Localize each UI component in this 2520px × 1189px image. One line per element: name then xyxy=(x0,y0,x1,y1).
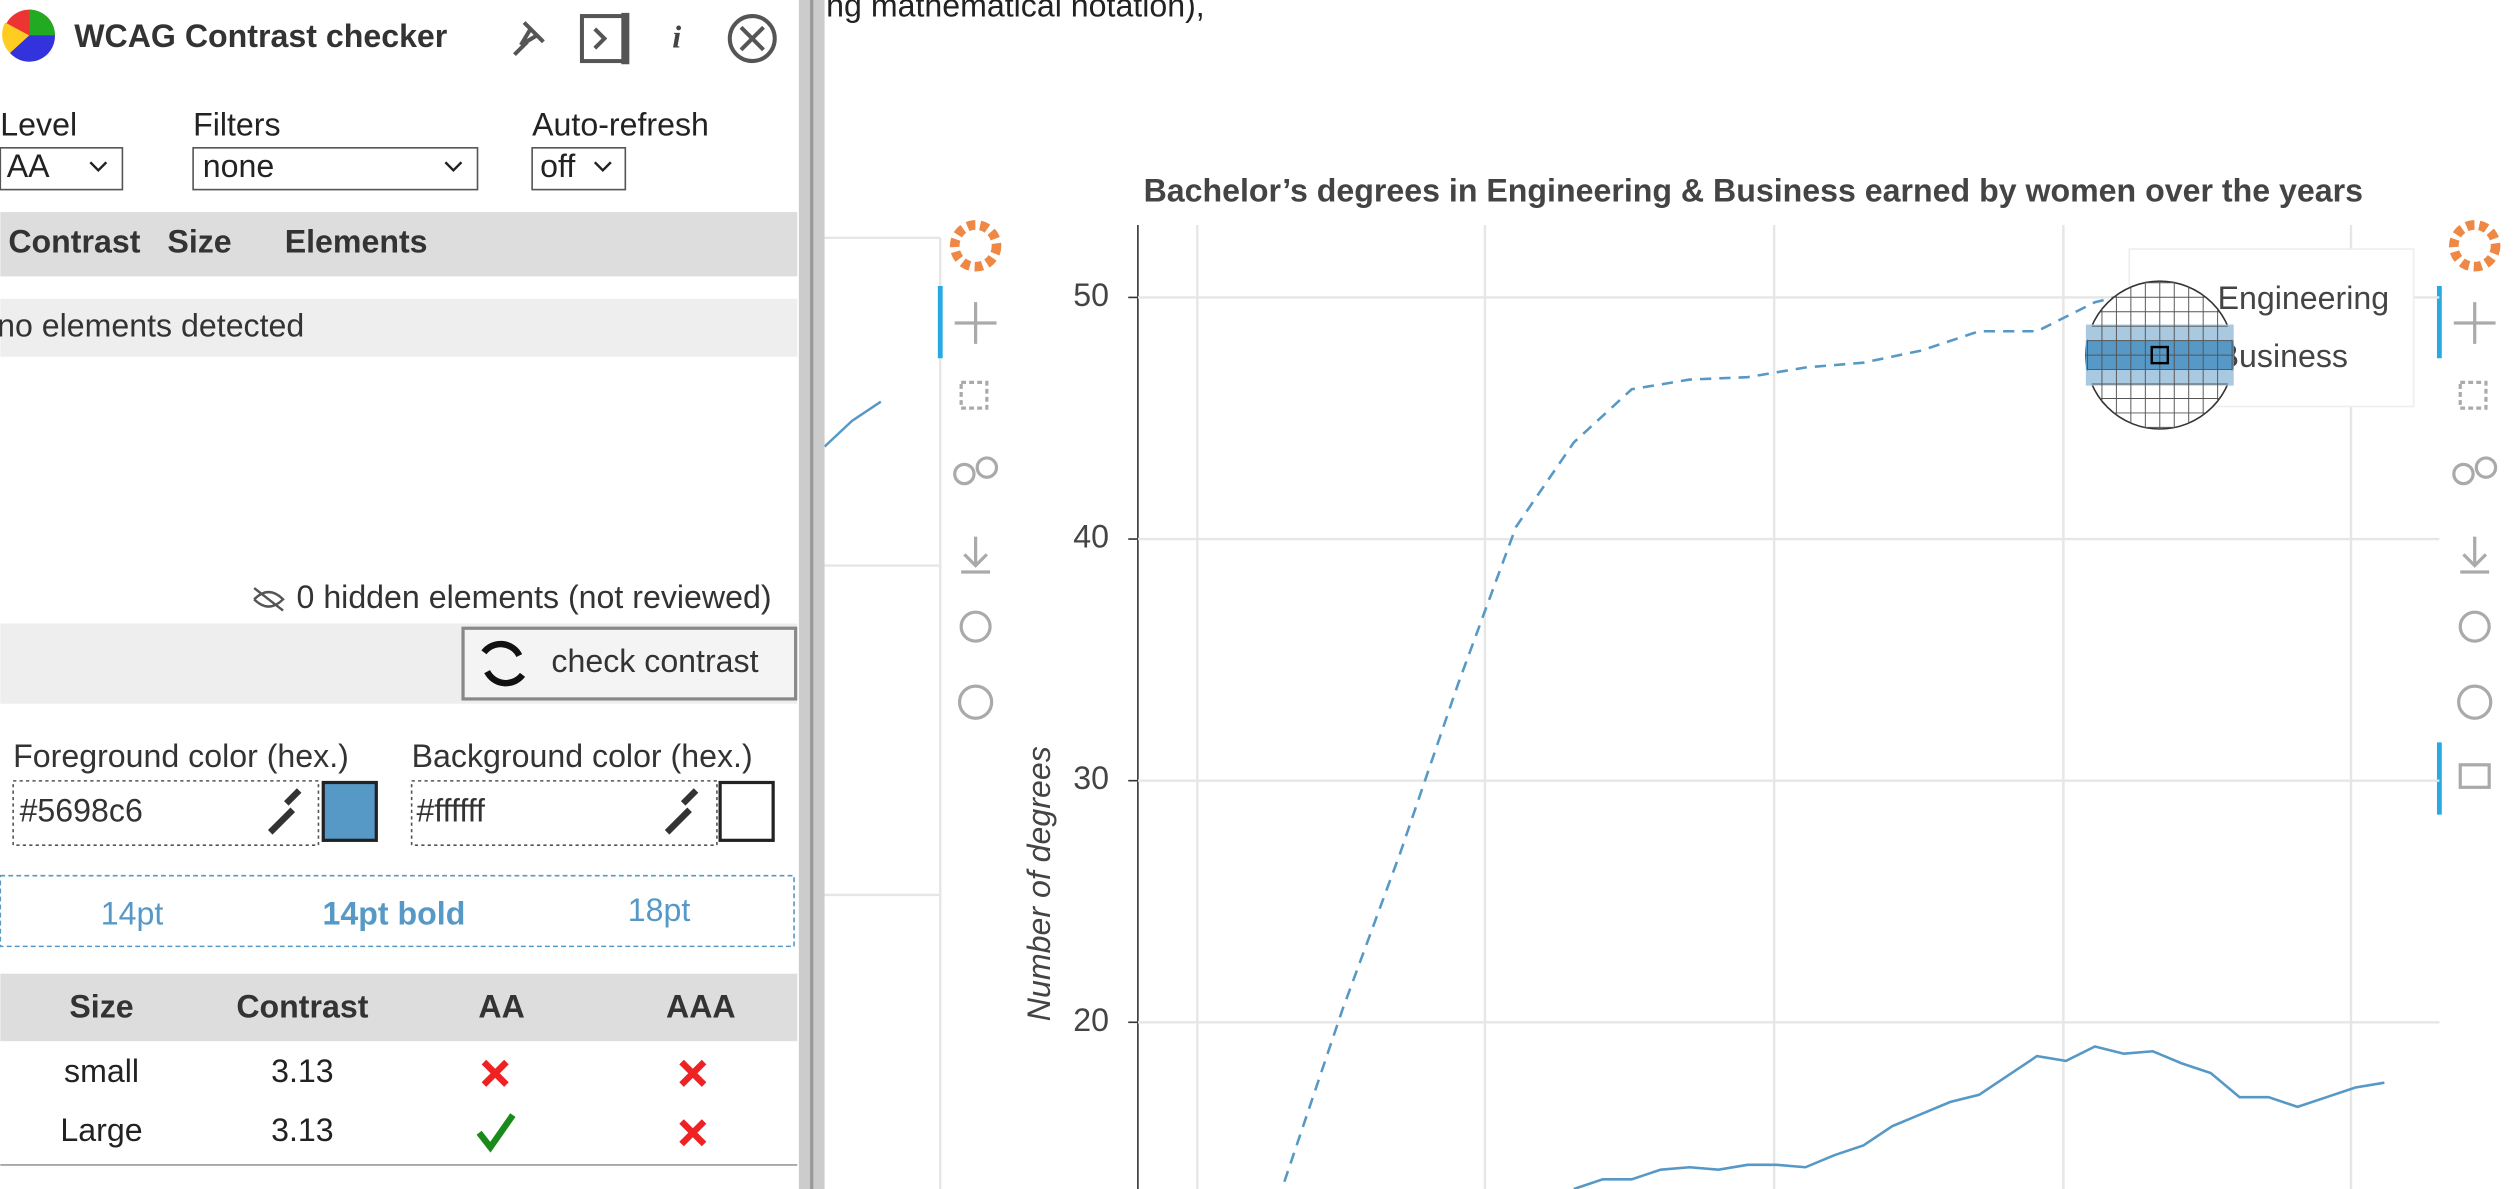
column-header: Contrast xyxy=(236,989,368,1025)
magnifier xyxy=(2085,280,2235,430)
column-header: Contrast xyxy=(8,224,140,260)
label: Filters xyxy=(193,106,280,142)
column-header: Size xyxy=(167,224,231,260)
input-value: #ffffff xyxy=(416,793,485,829)
column-header: Elements xyxy=(285,224,428,260)
fail-icon xyxy=(481,1059,509,1087)
line xyxy=(1283,286,2154,1183)
y-axis-label: Number of degrees xyxy=(1021,746,1057,1021)
line xyxy=(1573,1045,2385,1189)
pass-icon xyxy=(476,1113,516,1153)
y-tick-label: 20 xyxy=(1073,1002,1109,1038)
results: small 3.13 Large 3.13 xyxy=(60,1053,707,1153)
fail-icon xyxy=(679,1059,707,1087)
svg-text:i: i xyxy=(672,19,681,55)
select[interactable]: AA xyxy=(0,147,124,191)
button-label: check contrast xyxy=(551,643,758,679)
legend-label: Business xyxy=(2218,338,2348,374)
select-value: off xyxy=(540,148,575,184)
label: Foreground color (hex.) xyxy=(13,738,349,774)
legend-label: Engineering xyxy=(2218,280,2389,316)
color-input[interactable]: #ffffff xyxy=(410,780,718,846)
label: Level xyxy=(0,106,77,142)
swatch[interactable] xyxy=(321,780,378,842)
input-value: #5698c6 xyxy=(20,793,143,829)
select-value: none xyxy=(203,148,274,184)
sample: 18pt xyxy=(628,892,691,928)
y-tick-label: 40 xyxy=(1073,519,1109,555)
cell: Large xyxy=(60,1112,142,1148)
chart: Bachelor’s degrees in Engineering & Busi… xyxy=(1021,172,2440,1189)
cell: 3.13 xyxy=(271,1053,334,1089)
column-header: AA xyxy=(478,989,524,1025)
lens-cursor xyxy=(2150,345,2170,365)
y-tick-label: 30 xyxy=(1073,760,1109,796)
check-button[interactable]: check contrast xyxy=(461,626,798,701)
fail-icon xyxy=(679,1119,707,1147)
y-tick-label: 50 xyxy=(1073,277,1109,313)
hidden-count: 0 hidden elements (not reviewed) xyxy=(297,579,772,615)
panel-title: WCAG Contrast checker xyxy=(74,18,448,54)
label: Auto-refresh xyxy=(532,106,709,142)
doc-text: ng mathematical notation), xyxy=(826,0,1205,24)
empty-message: no elements detected xyxy=(0,307,304,343)
partial-chart xyxy=(822,236,943,1189)
select-value: AA xyxy=(7,148,50,184)
chart-title: Bachelor’s degrees in Engineering & Busi… xyxy=(1144,172,2363,208)
toolbar[interactable] xyxy=(949,220,1002,720)
color-input[interactable]: #5698c6 xyxy=(12,780,320,846)
header-buttons[interactable]: i xyxy=(513,12,777,65)
cell: small xyxy=(64,1053,139,1089)
sample: 14pt xyxy=(101,895,164,931)
select[interactable]: off xyxy=(531,147,627,191)
cell: 3.13 xyxy=(271,1112,334,1148)
column-header: Size xyxy=(69,989,133,1025)
column-header: AAA xyxy=(666,989,736,1025)
select[interactable]: none xyxy=(192,147,479,191)
swatch[interactable] xyxy=(718,780,775,842)
label: Background color (hex.) xyxy=(412,738,753,774)
sample: 14pt bold xyxy=(323,895,466,931)
toolbar[interactable] xyxy=(2436,220,2501,815)
